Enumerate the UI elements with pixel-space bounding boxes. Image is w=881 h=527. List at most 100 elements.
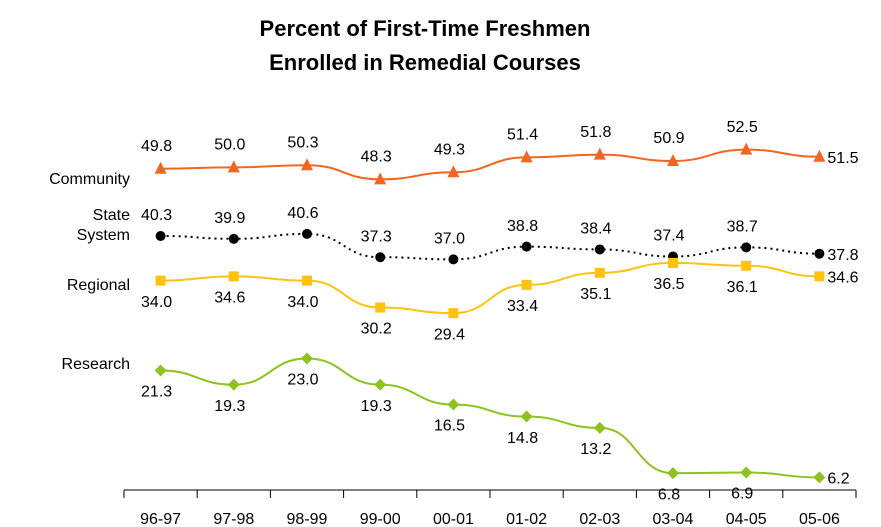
marker [741, 242, 752, 253]
x-tick-label: 99-00 [360, 511, 401, 527]
marker [813, 149, 826, 162]
marker [741, 260, 752, 271]
data-label: 37.0 [434, 231, 465, 248]
marker [375, 302, 386, 313]
data-label: 13.2 [580, 441, 611, 458]
marker [228, 233, 239, 244]
marker [448, 254, 459, 265]
x-tick-label: 02-03 [579, 511, 620, 527]
x-tick-label: 00-01 [433, 511, 474, 527]
data-label: 40.3 [141, 207, 172, 224]
chart-title: Enrolled in Remedial Courses [269, 50, 581, 75]
marker [740, 142, 753, 155]
marker [155, 230, 166, 241]
data-label: 51.5 [827, 150, 858, 167]
data-label: 36.1 [727, 279, 758, 296]
marker [302, 228, 312, 239]
series-name: Regional [66, 277, 130, 294]
data-label: 21.3 [141, 384, 172, 401]
marker [667, 467, 679, 480]
data-label: 49.3 [434, 141, 465, 158]
data-label: 19.3 [361, 398, 392, 415]
marker [301, 352, 313, 365]
marker [593, 147, 606, 160]
data-label: 33.4 [507, 298, 538, 315]
x-tick-label: 03-04 [653, 511, 694, 527]
data-label: 52.5 [727, 119, 758, 136]
series-name: State System [76, 207, 130, 244]
series-line [160, 148, 820, 181]
data-label: 37.3 [361, 228, 392, 245]
marker [521, 279, 532, 290]
marker [228, 271, 239, 282]
marker [447, 165, 460, 178]
x-tick-label: 05-06 [799, 511, 840, 527]
data-label: 50.0 [214, 137, 245, 154]
marker [594, 244, 605, 255]
marker [375, 252, 386, 263]
marker [813, 471, 826, 484]
x-tick-label: 97-98 [213, 511, 254, 527]
marker [301, 158, 313, 171]
data-label: 34.6 [827, 270, 858, 287]
x-tick-label: 04-05 [726, 511, 767, 527]
marker [154, 364, 167, 377]
marker [668, 257, 678, 268]
data-label: 50.3 [287, 134, 318, 151]
marker [227, 160, 240, 173]
series-name: Community [49, 171, 130, 188]
series-line [160, 357, 820, 479]
data-label: 23.0 [287, 372, 318, 389]
chart-title: Percent of First-Time Freshmen [260, 16, 591, 41]
marker [448, 308, 459, 319]
marker [374, 378, 387, 391]
series-name: Research [61, 356, 130, 373]
series-line [160, 232, 820, 261]
marker [520, 410, 533, 423]
data-label: 6.9 [731, 486, 753, 503]
series-line [160, 261, 820, 315]
x-tick-label: 96-97 [140, 511, 181, 527]
marker [447, 398, 460, 411]
data-label: 29.4 [434, 326, 465, 343]
marker [227, 378, 240, 391]
data-label: 34.0 [141, 294, 172, 311]
marker [740, 466, 753, 479]
data-label: 19.3 [214, 398, 245, 415]
marker [520, 150, 533, 163]
x-tick-label: 98-99 [287, 511, 328, 527]
data-label: 38.7 [727, 219, 758, 236]
marker [154, 161, 167, 174]
data-label: 40.6 [287, 205, 318, 222]
data-label: 34.0 [287, 294, 318, 311]
data-label: 38.4 [580, 221, 611, 238]
data-label: 35.1 [580, 286, 611, 303]
marker [155, 275, 166, 286]
data-label: 30.2 [361, 321, 392, 338]
marker [521, 241, 532, 252]
data-label: 16.5 [434, 418, 465, 435]
data-label: 14.8 [507, 430, 538, 447]
data-label: 36.5 [653, 276, 684, 293]
data-label: 49.8 [141, 138, 172, 155]
data-label: 6.8 [658, 486, 680, 503]
data-label: 50.9 [653, 130, 684, 147]
data-label: 38.8 [507, 218, 538, 235]
marker [302, 275, 312, 286]
marker [593, 421, 606, 434]
data-label: 51.8 [580, 124, 611, 141]
data-label: 34.6 [214, 290, 245, 307]
marker [814, 248, 825, 259]
data-label: 37.4 [653, 228, 684, 245]
marker [814, 271, 825, 282]
data-label: 37.8 [827, 247, 858, 264]
marker [374, 172, 387, 185]
data-label: 6.2 [827, 471, 849, 488]
x-tick-label: 01-02 [506, 511, 547, 527]
marker [594, 267, 605, 278]
data-label: 51.4 [507, 127, 538, 144]
marker [667, 153, 679, 166]
data-label: 39.9 [214, 210, 245, 227]
